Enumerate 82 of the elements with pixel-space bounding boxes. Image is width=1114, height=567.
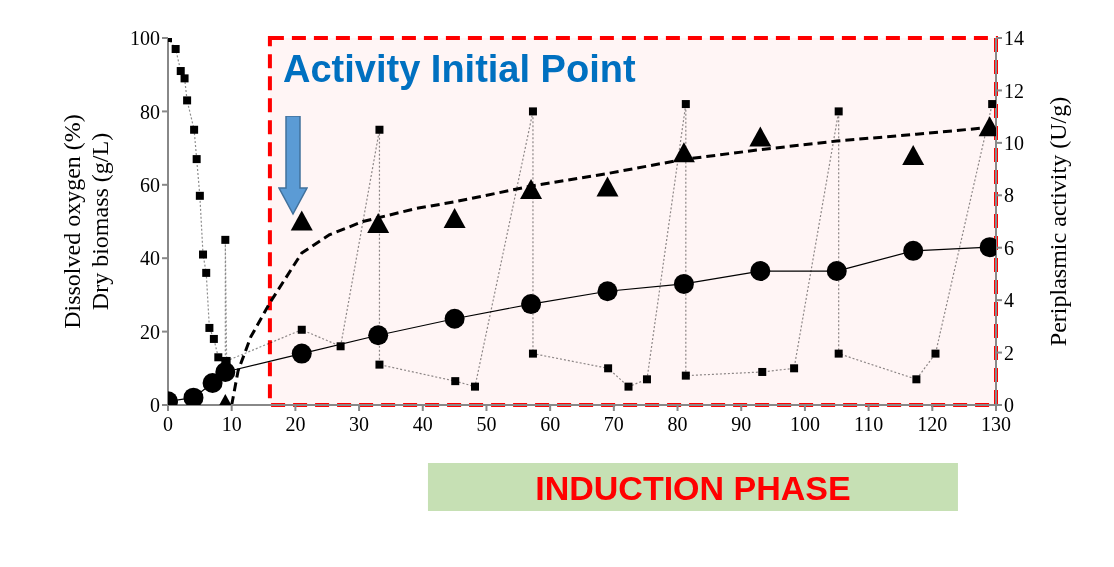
x-tick-label: 20 [285, 413, 306, 436]
point [375, 360, 384, 369]
point [521, 294, 542, 315]
point [520, 179, 543, 200]
x-tick-label: 50 [476, 413, 497, 436]
x-tick-label: 110 [853, 413, 884, 436]
point [673, 273, 694, 294]
point [834, 349, 843, 358]
x-tick-label: 80 [667, 413, 688, 436]
band-label: INDUCTION PHASE [535, 469, 851, 507]
point [826, 261, 847, 282]
point [368, 325, 389, 346]
point [758, 367, 767, 376]
y2-tick-label: 8 [1004, 184, 1014, 207]
point [642, 375, 651, 384]
point [604, 364, 613, 373]
x-tick-label: 30 [349, 413, 370, 436]
y-tick-label: 100 [130, 27, 160, 50]
x-tick-label: 70 [603, 413, 624, 436]
point [681, 371, 690, 380]
point [451, 377, 460, 386]
point [221, 235, 230, 244]
point [195, 191, 204, 200]
point [183, 96, 192, 105]
point [750, 261, 771, 282]
point [290, 210, 313, 231]
point [528, 349, 537, 358]
y-tick-label: 80 [140, 100, 160, 123]
point [903, 240, 924, 261]
point [988, 100, 996, 109]
y-tick-label: 20 [140, 320, 160, 343]
point [672, 142, 695, 163]
point [297, 325, 306, 334]
point [190, 125, 199, 134]
point [202, 372, 223, 393]
point [336, 342, 345, 351]
point [790, 364, 799, 373]
point [681, 100, 690, 109]
point [214, 353, 223, 362]
point [444, 308, 465, 329]
point [902, 144, 925, 165]
point [375, 125, 384, 134]
y2-tick-label: 6 [1004, 236, 1014, 259]
point [202, 268, 211, 277]
point [471, 382, 479, 391]
x-tick-label: 90 [731, 413, 752, 436]
point [912, 375, 921, 384]
point [597, 281, 618, 302]
point [443, 207, 466, 228]
point [291, 343, 312, 364]
point [931, 349, 940, 358]
point [192, 155, 201, 164]
point [183, 387, 204, 405]
x-tick-label: 10 [221, 413, 242, 436]
annotation: Activity Initial Point [283, 48, 636, 91]
point [528, 107, 537, 116]
point [180, 74, 189, 83]
y-tick-label: 0 [150, 394, 160, 417]
point [596, 176, 619, 197]
x-tick-label: 120 [917, 413, 948, 436]
point [171, 45, 180, 54]
y2-tick-label: 2 [1004, 341, 1014, 364]
point [176, 67, 185, 76]
y2-tick-label: 4 [1004, 289, 1014, 312]
y-tick-label: 60 [140, 173, 160, 196]
point [205, 323, 214, 332]
point [749, 126, 772, 147]
point [834, 107, 843, 116]
y2-tick-label: 14 [1004, 27, 1024, 50]
x-tick-label: 40 [412, 413, 433, 436]
point [367, 213, 390, 234]
x-tick-label: 100 [789, 413, 820, 436]
point [215, 361, 236, 382]
y-tick-label: 40 [140, 247, 160, 270]
x-tick-label: 60 [540, 413, 561, 436]
point [209, 334, 218, 343]
y2-axis-title: Periplasmic activity (U/g) [1045, 96, 1071, 347]
point [199, 250, 208, 259]
y-axis-title: Dissolved oxygen (%) Dry biomass (g/L) [59, 114, 113, 329]
point [624, 382, 633, 391]
y2-tick-label: 12 [1004, 79, 1024, 102]
y2-tick-label: 10 [1004, 131, 1024, 154]
